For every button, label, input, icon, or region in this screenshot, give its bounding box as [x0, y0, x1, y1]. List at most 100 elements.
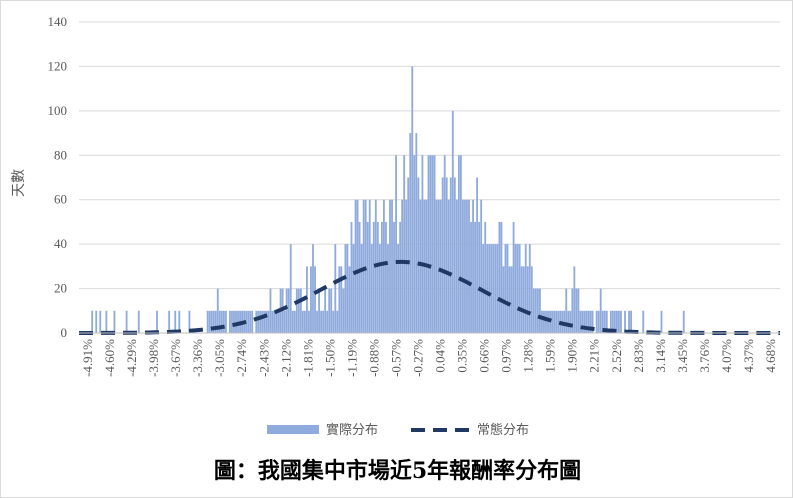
histogram-bar: [299, 288, 302, 333]
histogram-bar: [482, 244, 485, 333]
histogram-bar: [522, 266, 525, 333]
histogram-bar: [216, 288, 219, 333]
histogram-bar: [322, 310, 325, 333]
histogram-bar: [269, 288, 272, 333]
histogram-bar: [510, 266, 513, 333]
histogram-bar: [526, 266, 529, 333]
histogram-bar: [411, 66, 414, 333]
x-axis-ticks: -4.91% -4.60% -4.29% -3.98% -3.67% -3.36% -3.0…: [80, 339, 778, 377]
y-tick-label: 100: [48, 103, 68, 118]
y-tick-label: 140: [48, 14, 68, 29]
histogram-bar: [308, 310, 310, 333]
histogram-bar: [206, 310, 209, 333]
histogram-bar: [360, 244, 363, 333]
x-tick-label: -3.67%: [168, 339, 183, 377]
histogram-bar: [504, 244, 507, 333]
histogram-bar: [524, 244, 527, 333]
histogram-bar: [229, 310, 231, 333]
histogram-bar: [247, 310, 250, 333]
histogram-bar: [283, 310, 286, 333]
histogram-bar: [457, 155, 460, 333]
histogram-bar: [391, 199, 393, 333]
histogram-bar: [303, 310, 306, 333]
histogram-bar: [613, 310, 616, 333]
histogram-bar: [447, 199, 450, 333]
return-distribution-chart: 0 20 40 60 80 100 120 140 -4.91% -4.60% -4.29% -3.…: [11, 14, 780, 438]
histogram-bar: [249, 310, 252, 333]
histogram-bar: [320, 310, 323, 333]
histogram-bar: [407, 177, 410, 333]
histogram-bar: [620, 310, 622, 333]
histogram-bar: [547, 310, 549, 333]
histogram-bar: [342, 288, 345, 333]
histogram-bar: [488, 244, 491, 333]
histogram-bar: [387, 244, 389, 333]
histogram-bar: [287, 288, 290, 333]
histogram-bar: [403, 155, 406, 333]
histogram-bar: [156, 310, 158, 333]
histogram-bar: [409, 133, 412, 333]
histogram-bar: [591, 310, 594, 333]
x-tick-label: -3.98%: [146, 339, 161, 377]
histogram-bar: [419, 199, 422, 333]
histogram-bar: [417, 177, 420, 333]
histogram-bar: [397, 244, 400, 333]
histogram-bar: [534, 288, 537, 333]
x-tick-label: 1.59%: [543, 339, 558, 373]
x-tick-label: 1.28%: [521, 339, 536, 373]
histogram-bar: [91, 310, 94, 333]
x-tick-label: -4.60%: [102, 339, 117, 377]
x-tick-label: 3.45%: [675, 339, 690, 373]
x-tick-label: 4.07%: [719, 339, 734, 373]
y-tick-label: 80: [54, 147, 67, 162]
histogram-bar: [383, 199, 385, 333]
histogram-bar: [401, 199, 404, 333]
histogram-bar: [433, 155, 436, 333]
histogram-bar: [435, 199, 438, 333]
histogram-bar: [285, 288, 288, 333]
histogram-bar: [585, 310, 588, 333]
histogram-bar: [484, 221, 487, 333]
histogram-bar: [462, 199, 464, 333]
histogram-bar: [220, 310, 223, 333]
histogram-bar: [439, 199, 442, 333]
x-tick-label: -0.88%: [366, 339, 381, 377]
histogram-bar: [354, 199, 357, 333]
histogram-bar: [518, 244, 521, 333]
histogram-bar: [233, 310, 235, 333]
histogram-bar: [577, 288, 580, 333]
histogram-bar: [624, 310, 626, 333]
histogram-bar: [571, 288, 574, 333]
histogram-bar: [603, 310, 606, 333]
histogram-bar: [368, 199, 371, 333]
histogram-bar: [536, 288, 539, 333]
x-tick-label: -3.36%: [190, 339, 205, 377]
histogram-bar: [330, 288, 333, 333]
histogram-bar: [265, 310, 268, 333]
x-tick-label: -3.05%: [212, 339, 227, 377]
histogram-bar: [431, 155, 434, 333]
histogram-bar: [316, 310, 318, 333]
histogram-bar: [532, 288, 535, 333]
y-tick-label: 60: [54, 192, 67, 207]
histogram-bar: [528, 244, 531, 333]
histogram-bar: [210, 310, 213, 333]
histogram-bar: [415, 133, 418, 333]
histogram-bar: [328, 288, 331, 333]
histogram-bar: [575, 288, 578, 333]
histogram-bar: [514, 244, 517, 333]
histogram-bar: [125, 310, 128, 333]
histogram-bar: [466, 199, 468, 333]
histogram-bar: [212, 310, 215, 333]
histogram-bar: [188, 310, 191, 333]
histogram-bar: [378, 244, 381, 333]
histogram-bar: [356, 199, 359, 333]
histogram-bar: [297, 288, 300, 333]
histogram-bar: [105, 310, 108, 333]
histogram-bar: [589, 310, 592, 333]
x-tick-label: 1.90%: [565, 339, 580, 373]
histogram-bar: [453, 177, 456, 333]
histogram-bar: [385, 221, 387, 333]
histogram-bar: [218, 310, 221, 333]
histogram-bar: [480, 199, 483, 333]
